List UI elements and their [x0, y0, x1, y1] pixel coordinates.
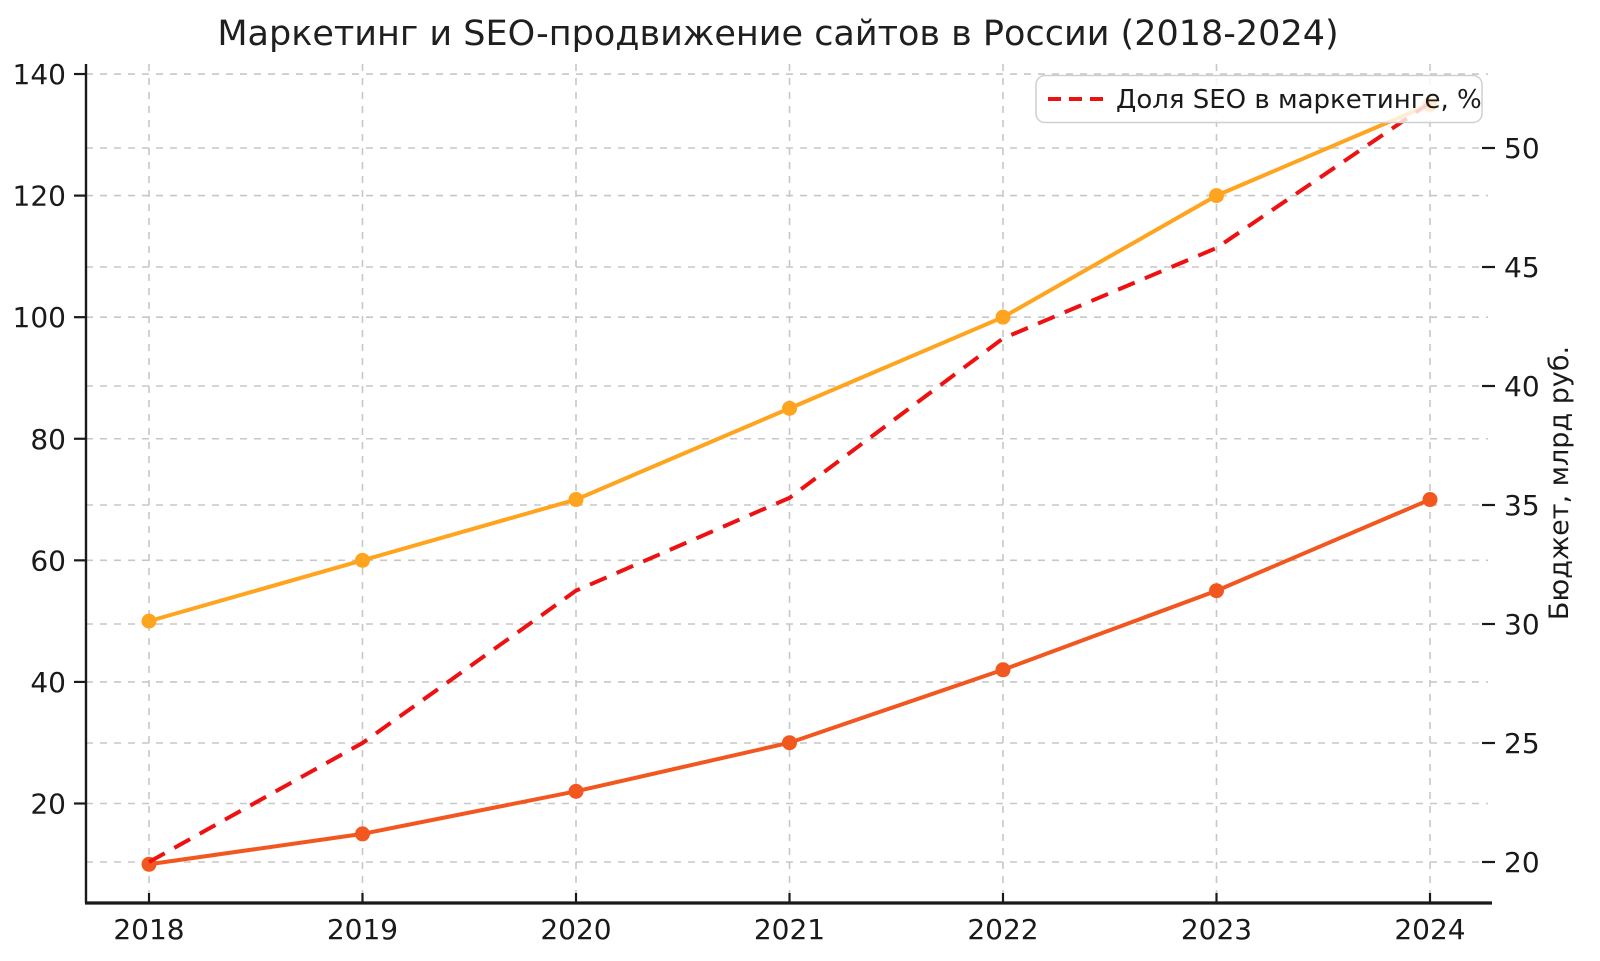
y-right-tick-label: 20 — [1504, 846, 1540, 879]
marketing-budget-line-marker — [568, 492, 584, 508]
y-left-tick-label: 60 — [30, 544, 66, 577]
y-right-tick-label: 50 — [1504, 132, 1540, 165]
seo-share-line — [148, 101, 1432, 864]
y-left-tick-label: 20 — [30, 788, 66, 821]
grid-layer — [86, 64, 1488, 903]
marketing-budget-line-marker — [782, 400, 797, 416]
y-left-tick-label: 100 — [13, 301, 66, 334]
x-tick-label: 2024 — [1394, 913, 1465, 946]
series-layer — [141, 96, 1438, 872]
x-tick-label: 2023 — [1181, 913, 1252, 946]
marketing-budget-line-marker — [995, 309, 1011, 325]
marketing-budget-line-marker — [355, 552, 370, 568]
y-right-tick-label: 45 — [1504, 251, 1540, 284]
y-right-tick-label: 35 — [1504, 489, 1540, 522]
legend: Доля SEO в маркетинге, % — [1035, 74, 1483, 124]
legend-entry-label: Доля SEO в маркетинге, % — [1116, 85, 1482, 115]
x-tick-label: 2019 — [327, 913, 398, 946]
chart-title: Маркетинг и SEO-продвижение сайтов в Рос… — [217, 14, 1338, 54]
x-tick-label: 2020 — [540, 913, 611, 946]
y-left-tick-label: 120 — [13, 180, 66, 213]
x-tick-label: 2018 — [113, 913, 184, 946]
y-left-tick-label: 140 — [13, 58, 66, 91]
seo-budget-line-marker — [782, 735, 797, 751]
marketing-budget-line-marker — [1209, 188, 1224, 204]
y-right-tick-label: 30 — [1504, 608, 1540, 641]
seo-budget-line-marker — [1422, 492, 1438, 508]
y-right-tick-label: 40 — [1504, 370, 1540, 403]
axes-layer: 20 40 60 80 100 120 140 20 25 30 35 40 45 50 2018 2019 2… — [13, 58, 1540, 946]
marketing-budget-line-marker — [141, 613, 157, 629]
y-left-tick-label: 40 — [30, 666, 66, 699]
x-tick-label: 2022 — [967, 913, 1038, 946]
right-axis-label: Бюджет, млрд руб. — [1544, 346, 1575, 620]
seo-budget-line-marker — [1209, 583, 1224, 599]
x-tick-label: 2021 — [754, 913, 825, 946]
legend-box — [1035, 74, 1483, 124]
y-right-tick-label: 25 — [1504, 727, 1540, 760]
seo-budget-line-marker — [568, 783, 584, 799]
seo-budget-line-marker — [995, 662, 1011, 678]
y-left-tick-label: 80 — [30, 423, 66, 456]
seo-budget-line-marker — [355, 826, 370, 842]
